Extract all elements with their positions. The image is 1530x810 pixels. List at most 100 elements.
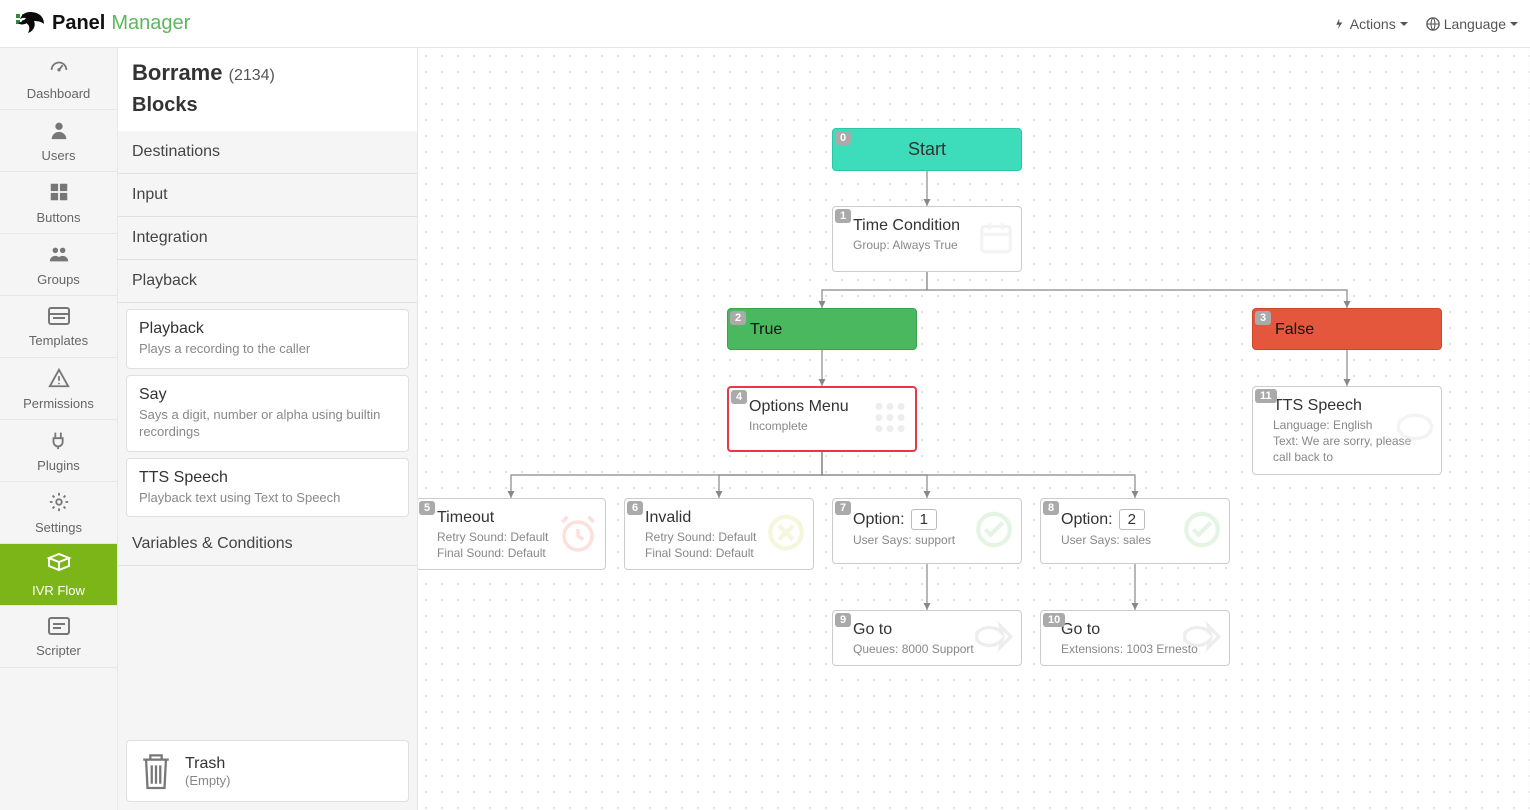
node-badge: 1 [835, 209, 851, 223]
flow-node[interactable]: 0Start [832, 128, 1022, 171]
flow-title: Borrame (2134) [132, 60, 403, 86]
brand-panel: Panel [52, 12, 105, 35]
blocks-section[interactable]: Playback [118, 260, 417, 303]
option-chip: 2 [1119, 509, 1145, 530]
block-palette-item[interactable]: TTS Speech Playback text using Text to Sp… [126, 458, 409, 518]
node-label: False [1267, 319, 1427, 339]
flow-node[interactable]: 11TTS SpeechLanguage: EnglishText: We ar… [1252, 386, 1442, 475]
clock-icon [557, 512, 599, 557]
sidebar-item-label: IVR Flow [32, 583, 85, 598]
flow-node[interactable]: 10Go toExtensions: 1003 Ernesto [1040, 610, 1230, 666]
block-desc: Plays a recording to the caller [139, 340, 396, 358]
trash-title: Trash [185, 755, 231, 773]
sidebar-item-groups[interactable]: Groups [0, 234, 117, 296]
sidebar-item-plugins[interactable]: Plugins [0, 420, 117, 482]
sidebar-item-buttons[interactable]: Buttons [0, 172, 117, 234]
topbar: Panel Manager Actions Language [0, 0, 1530, 48]
sidebar-item-label: Buttons [36, 210, 80, 225]
sidebar-item-scripter[interactable]: Scripter [0, 606, 117, 668]
language-label: Language [1444, 16, 1506, 32]
trash-zone[interactable]: Trash (Empty) [126, 740, 409, 802]
ivrflow-icon [46, 552, 72, 580]
sidebar-item-label: Users [42, 148, 76, 163]
node-label: True [742, 319, 902, 339]
sidebar-item-permissions[interactable]: Permissions [0, 358, 117, 420]
sidebar-item-ivrflow[interactable]: IVR Flow [0, 544, 117, 606]
plugins-icon [48, 429, 70, 455]
flow-node[interactable]: 8Option:2User Says: sales [1040, 498, 1230, 564]
sidebar-item-users[interactable]: Users [0, 110, 117, 172]
dashboard-icon [47, 57, 71, 83]
bolt-icon [1334, 18, 1346, 30]
brand-manager: Manager [111, 12, 190, 35]
globe-icon [1426, 17, 1440, 31]
sidebar-item-templates[interactable]: Templates [0, 296, 117, 358]
logo-icon [12, 10, 46, 38]
node-badge: 4 [731, 390, 747, 404]
node-badge: 7 [835, 501, 851, 515]
blocks-section[interactable]: Destinations [118, 131, 417, 174]
flow-title-sub: (2134) [229, 67, 275, 84]
flow-title-text: Borrame [132, 60, 222, 85]
flow-node[interactable]: 2True [727, 308, 917, 350]
node-badge: 5 [419, 501, 435, 515]
node-badge: 2 [730, 311, 746, 325]
arrow-icon [1179, 619, 1223, 658]
sidebar-item-label: Templates [29, 333, 88, 348]
flow-node[interactable]: 3False [1252, 308, 1442, 350]
xcircle-icon [765, 512, 807, 557]
check-icon [973, 509, 1015, 554]
block-palette-item[interactable]: PlaybackPlays a recording to the caller [126, 309, 409, 369]
arrow-icon [971, 619, 1015, 658]
trash-desc: (Empty) [185, 773, 231, 788]
block-palette-item[interactable]: Say Says a digit, number or alpha using b… [126, 375, 409, 452]
sidebar-nav: Dashboard Users Buttons Groups Templates Perm… [0, 48, 118, 810]
sidebar-item-settings[interactable]: Settings [0, 482, 117, 544]
block-desc: Playback text using Text to Speech [139, 489, 396, 507]
blocks-section[interactable]: Variables & Conditions [118, 523, 417, 566]
node-badge: 10 [1043, 613, 1065, 627]
check-icon [1181, 509, 1223, 554]
users-icon [48, 119, 70, 145]
actions-label: Actions [1350, 16, 1396, 32]
block-title: Say [139, 386, 396, 404]
sidebar-item-label: Settings [35, 520, 82, 535]
buttons-icon [48, 181, 70, 207]
groups-icon [47, 243, 71, 269]
flow-node[interactable]: 9Go toQueues: 8000 Support [832, 610, 1022, 666]
trash-icon [139, 751, 173, 791]
scripter-icon [47, 616, 71, 640]
sidebar-item-dashboard[interactable]: Dashboard [0, 48, 117, 110]
permissions-icon [48, 367, 70, 393]
settings-icon [48, 491, 70, 517]
grid-icon [871, 399, 909, 440]
option-chip: 1 [911, 509, 937, 530]
blocks-panel: Borrame (2134) Blocks DestinationsInputI… [118, 48, 418, 810]
speech-icon [1395, 411, 1435, 450]
sidebar-item-label: Permissions [23, 396, 94, 411]
flow-node[interactable]: 1Time ConditionGroup: Always True [832, 206, 1022, 272]
templates-icon [47, 306, 71, 330]
blocks-section[interactable]: Input [118, 174, 417, 217]
chevron-down-icon [1510, 20, 1518, 28]
node-badge: 3 [1255, 311, 1271, 325]
flow-node[interactable]: 4Options MenuIncomplete [727, 386, 917, 452]
flow-canvas[interactable]: 0Start 1Time ConditionGroup: Always True 2… [418, 48, 1530, 810]
language-menu[interactable]: Language [1426, 16, 1518, 32]
flow-node[interactable]: 5TimeoutRetry Sound: DefaultFinal Sound:… [418, 498, 606, 570]
flow-node[interactable]: 7Option:1User Says: support [832, 498, 1022, 564]
sidebar-item-label: Groups [37, 272, 80, 287]
sidebar-item-label: Dashboard [27, 86, 91, 101]
node-badge: 6 [627, 501, 643, 515]
actions-menu[interactable]: Actions [1334, 16, 1408, 32]
brand-logo: Panel Manager [12, 10, 190, 38]
block-title: TTS Speech [139, 469, 396, 487]
node-label: Start [908, 139, 946, 159]
blocks-heading: Blocks [132, 94, 403, 125]
sidebar-item-label: Scripter [36, 643, 81, 658]
calendar-icon [977, 219, 1015, 260]
blocks-section[interactable]: Integration [118, 217, 417, 260]
block-desc: Says a digit, number or alpha using buil… [139, 406, 396, 441]
flow-node[interactable]: 6InvalidRetry Sound: DefaultFinal Sound:… [624, 498, 814, 570]
chevron-down-icon [1400, 20, 1408, 28]
